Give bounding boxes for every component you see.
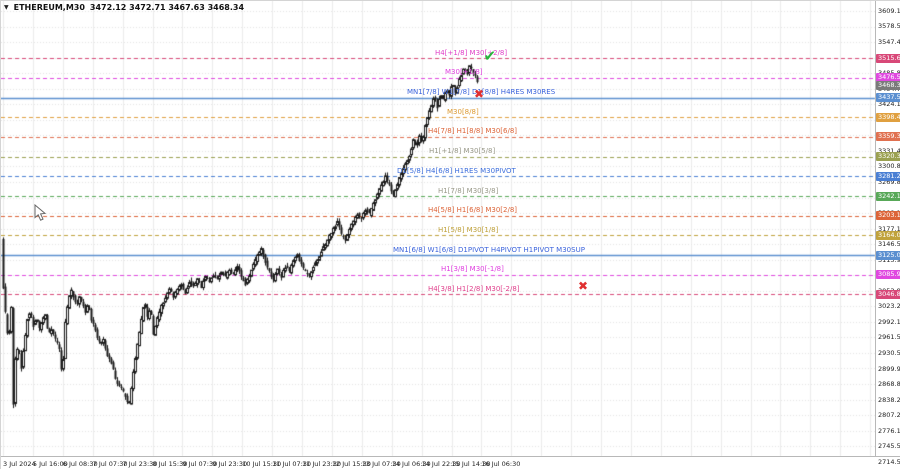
price-axis-label: 2868.85 [878,380,900,389]
price-axis-level-label: 3476.56 [876,73,900,83]
time-axis-label: 6 Jul 08:30 [62,460,98,468]
time-axis-label: 12 Jul 15:30 [331,460,371,468]
level-label: H4[+1/8] M30[+2/8] [435,48,508,57]
time-axis-label: 16 Jul 06:30 [481,460,521,468]
chevron-down-icon: ▼ [4,4,9,11]
price-axis-label: 3609.10 [878,7,900,16]
level-label: H4[3/8] H1[2/8] M30[-2/8] [428,284,520,293]
ohlc-info: ▼ ETHEREUM,M30 3472.12 3472.71 3467.63 3… [4,3,244,12]
price-axis-label: 2714.50 [878,458,900,467]
level-label: MN1[7/8] W1[7/8] D1[8/8] H4RES M30RES [407,88,556,97]
time-axis-label: 14 Jul 06:30 [391,460,431,468]
price-axis-level-label: 3398.44 [876,112,900,122]
price-axis-label: 2961.55 [878,333,900,342]
price-axis-label: 3115.90 [878,255,900,264]
cross-icon[interactable]: ✖ [578,279,589,293]
cross-icon[interactable]: ✖ [474,87,485,101]
price-axis-level-label: 3242.19 [876,191,900,201]
price-axis-label: 2992.15 [878,318,900,327]
level-label: MN1[6/8] W1[6/8] D1PIVOT H4PIVOT H1PIVOT… [393,245,585,254]
price-axis-label: 2899.90 [878,364,900,373]
price-axis-label: 2745.55 [878,442,900,451]
ohlc-values: 3472.12 3472.71 3467.63 3468.34 [89,3,245,12]
price-axis-label: 2838.25 [878,395,900,404]
time-axis-divider [1,456,900,457]
price-axis-level-label: 3359.38 [876,132,900,142]
time-axis-label: 11 Jul 07:30 [272,460,312,468]
time-axis-label: 5 Jul 16:00 [32,460,68,468]
time-axis-label: 15 Jul 14:30 [451,460,491,468]
time-axis-label: 10 Jul 15:30 [242,460,282,468]
time-axis-label: 11 Jul 23:30 [302,460,341,468]
symbol-timeframe-label: ETHEREUM,M30 [13,3,85,12]
price-axis-label: 3177.10 [878,224,900,233]
time-axis-label: 7 Jul 07:30 [92,460,128,468]
level-label: M30[+1/8] [445,68,483,77]
time-axis-label: 7 Jul 23:30 [122,460,158,468]
price-axis-level-label: 3046.88 [876,289,900,299]
level-label: H4[5/8] H1[6/8] M30[2/8] [428,206,518,215]
price-axis-level-label: 3437.50 [876,93,900,103]
price-axis-label: 2930.50 [878,349,900,358]
price-axis-label: 3485.80 [878,69,900,77]
time-axis-label: 9 Jul 07:30 [182,460,218,468]
price-axis-divider [875,1,876,456]
price-axis-label: 3146.50 [878,240,900,249]
time-axis-label: 13 Jul 07:30 [361,460,401,468]
price-axis-label: 3300.85 [878,162,900,171]
level-label: M30[8/8] [447,107,479,116]
current-price-label: 3468.34 [876,80,900,90]
mouse-cursor-icon [34,204,47,221]
price-axis-label: 2807.20 [878,411,900,420]
price-axis-label: 3269.80 [878,178,900,187]
price-axis-label: 3424.15 [878,100,900,109]
price-axis-level-label: 3085.94 [876,270,900,280]
time-axis-label: 14 Jul 22:30 [421,460,461,468]
level-label: H1[+1/8] M30[5/8] [429,147,496,156]
price-axis-level-label: 3164.06 [876,230,900,240]
price-axis-label: 3023.20 [878,302,900,311]
price-axis-level-label: 3281.25 [876,171,900,181]
price-axis-level-label: 3515.62 [876,53,900,63]
time-axis-label: 8 Jul 15:30 [152,460,188,468]
time-axis-label: 3 Jul 2024 [3,460,36,468]
price-axis-label: 3547.45 [878,38,900,47]
price-axis-label: 3578.50 [878,22,900,31]
check-icon[interactable]: ✔ [483,46,497,65]
level-label: H1[3/8] M30[-1/8] [441,265,504,274]
price-axis-level-label: 3125.00 [876,250,900,260]
level-label: D1[5/8] H4[6/8] H1RES M30PIVOT [397,166,516,175]
price-axis-level-label: 3320.31 [876,152,900,162]
level-label: H1[5/8] M30[1/8] [438,225,499,234]
price-axis-label: 2776.15 [878,426,900,435]
time-axis-label: 9 Jul 23:30 [212,460,248,468]
price-axis-level-label: 3203.12 [876,211,900,221]
level-label: H4[7/8] H1[8/8] M30[6/8] [428,127,518,136]
price-axis-label: 3331.45 [878,147,900,155]
level-label: H1[7/8] M30[3/8] [438,186,499,195]
